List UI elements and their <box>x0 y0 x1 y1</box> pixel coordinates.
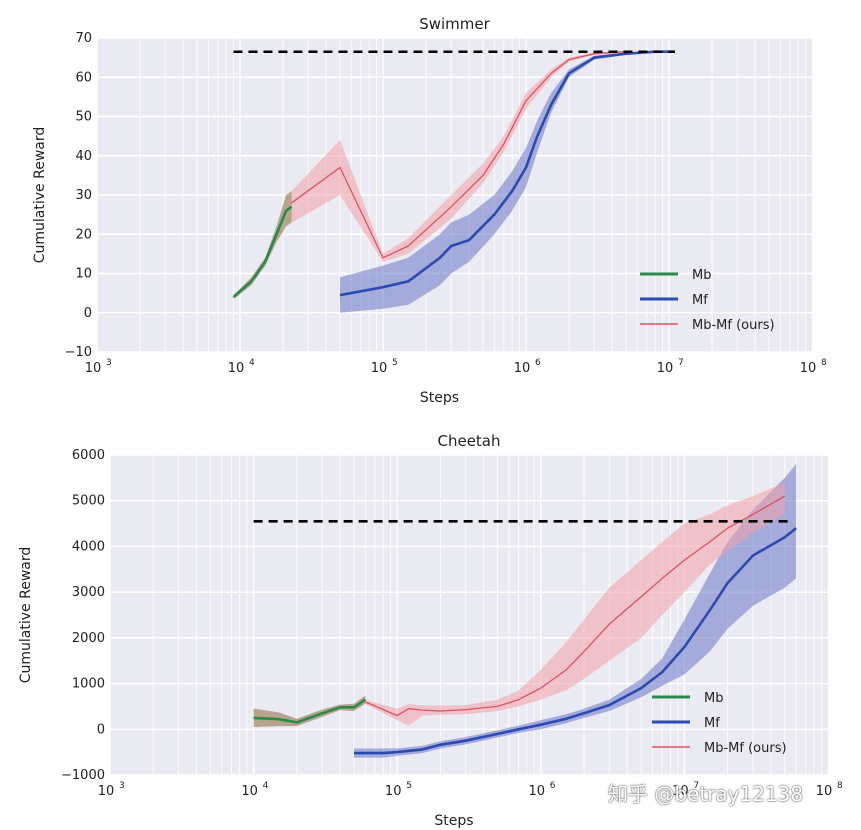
line-mb-mf-ours- <box>365 495 786 717</box>
line-mf <box>354 527 797 755</box>
x-tick-label: 10 <box>514 361 531 376</box>
legend-label: Mb <box>692 268 711 283</box>
x-tick-label: 10 <box>672 784 689 799</box>
legend: Mb Mf Mb-Mf (ours) <box>652 691 787 756</box>
y-tick-label: 2000 <box>72 631 105 646</box>
x-tick-exponent: 4 <box>249 358 255 368</box>
x-tick-label: 10 <box>385 784 402 799</box>
chart-1: Cheetah −1000 0 1000 2000 3000 4000 5000 6000 10 3… <box>18 432 843 829</box>
x-tick-exponent: 3 <box>106 358 112 368</box>
x-tick-exponent: 8 <box>821 358 827 368</box>
legend-label: Mb-Mf (ours) <box>692 318 775 333</box>
y-axis-label: Cumulative Reward <box>18 547 34 684</box>
legend-label: Mb-Mf (ours) <box>704 741 787 756</box>
y-tick-label: 0 <box>84 306 92 321</box>
x-tick-exponent: 4 <box>263 781 269 791</box>
x-tick-label: 10 <box>85 361 102 376</box>
band-mf <box>340 51 675 313</box>
chart-title: Swimmer <box>419 15 490 33</box>
legend-label: Mf <box>692 293 708 308</box>
legend-label: Mf <box>704 716 720 731</box>
watermark: 知乎 @betray12138 <box>608 782 804 806</box>
band-mf <box>354 464 797 758</box>
y-tick-label: 4000 <box>72 539 105 554</box>
y-tick-label: 1000 <box>72 677 105 692</box>
x-tick-exponent: 5 <box>406 781 412 791</box>
x-tick-label: 10 <box>816 784 833 799</box>
x-tick-exponent: 5 <box>392 358 398 368</box>
y-tick-label: 50 <box>75 110 92 125</box>
y-tick-label: 3000 <box>72 585 105 600</box>
x-tick-label: 10 <box>241 784 258 799</box>
x-tick-exponent: 6 <box>535 358 541 368</box>
line-mb <box>253 698 367 724</box>
x-tick-exponent: 7 <box>693 781 699 791</box>
y-tick-label: 0 <box>97 722 105 737</box>
x-tick-label: 10 <box>657 361 674 376</box>
band-mb-mf-ours- <box>365 482 785 726</box>
x-tick-exponent: 8 <box>837 781 843 791</box>
x-tick-label: 10 <box>228 361 245 376</box>
line-mf <box>339 50 675 297</box>
legend: Mb Mf Mb-Mf (ours) <box>640 268 775 333</box>
chart-0: Swimmer −10 0 10 20 30 40 50 60 70 10 3 10 4 10 5 10 6 10 7… <box>32 15 827 406</box>
chart-title: Cheetah <box>437 432 500 450</box>
line-mb <box>232 205 293 299</box>
y-tick-label: 30 <box>75 188 92 203</box>
line-mb-mf-ours- <box>291 51 627 259</box>
y-tick-label: −1000 <box>61 768 105 783</box>
x-tick-exponent: 6 <box>550 781 556 791</box>
x-tick-label: 10 <box>371 361 388 376</box>
y-tick-label: −10 <box>65 345 92 360</box>
y-tick-label: 40 <box>75 149 92 164</box>
y-axis-label: Cumulative Reward <box>32 127 48 264</box>
y-tick-label: 5000 <box>72 494 105 509</box>
x-axis-label: Steps <box>434 813 473 829</box>
y-tick-label: 20 <box>75 227 92 242</box>
y-tick-label: 60 <box>75 70 92 85</box>
legend-label: Mb <box>704 691 723 706</box>
y-tick-label: 6000 <box>72 448 105 463</box>
x-tick-exponent: 7 <box>678 358 684 368</box>
x-tick-label: 10 <box>529 784 546 799</box>
y-tick-label: 70 <box>75 31 92 46</box>
y-tick-label: 10 <box>75 267 92 282</box>
x-tick-label: 10 <box>98 784 115 799</box>
x-tick-exponent: 3 <box>119 781 125 791</box>
band-mb <box>233 191 292 299</box>
x-axis-label: Steps <box>420 390 459 406</box>
x-tick-label: 10 <box>800 361 817 376</box>
